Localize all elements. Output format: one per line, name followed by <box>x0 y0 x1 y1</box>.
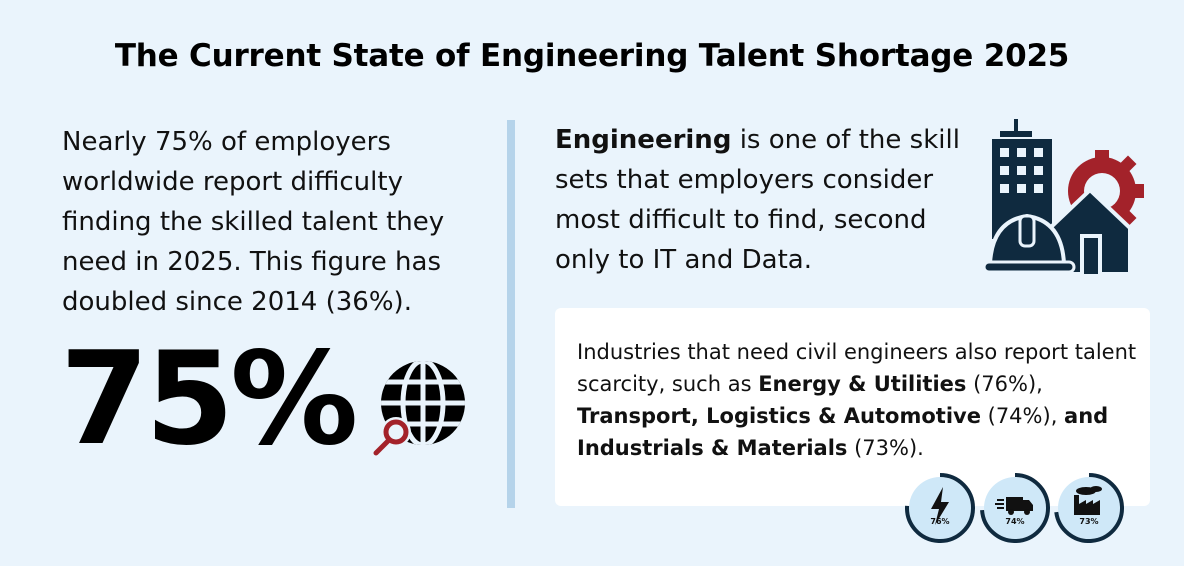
industries-card: Industries that need civil engineers als… <box>555 308 1150 506</box>
industrials-badge: 73% <box>1054 473 1124 543</box>
badge-progress-arc <box>905 473 975 543</box>
page-title: The Current State of Engineering Talent … <box>114 38 1070 74</box>
engineering-text: is one of the skill sets that employers … <box>555 125 960 275</box>
badge-percent: 74% <box>1005 517 1025 526</box>
engineering-bold: Engineering <box>555 125 732 155</box>
globe-search-icon <box>373 361 465 456</box>
badge-percent: 76% <box>930 517 950 526</box>
energy-utilities-bold: Energy & Utilities <box>758 372 967 396</box>
building-gear-hardhat-icon <box>982 119 1144 276</box>
transport-badge: 74% <box>980 473 1050 543</box>
engineering-paragraph: Engineering is one of the skill sets tha… <box>555 120 975 280</box>
transport-bold: Transport, Logistics & Automotive <box>577 404 981 428</box>
big-stat: 75% <box>60 325 358 474</box>
card-text: (73%). <box>847 436 924 460</box>
industrials-bold: and Industrials & Materials <box>577 404 1109 460</box>
employer-difficulty-paragraph: Nearly 75% of employers worldwide report… <box>62 127 445 317</box>
card-text: (74%), <box>980 404 1065 428</box>
badge-percent: 73% <box>1079 517 1099 526</box>
badge-progress-arc <box>1054 473 1124 543</box>
column-divider <box>507 120 515 508</box>
card-text: (76%), <box>966 372 1043 396</box>
energy-badge: 76% <box>905 473 975 543</box>
factory-icon <box>1074 486 1102 515</box>
truck-icon <box>995 497 1033 515</box>
lightning-icon <box>931 487 949 525</box>
card-text: Industries that need civil engineers als… <box>577 340 1137 396</box>
badge-progress-arc <box>980 473 1050 543</box>
industries-paragraph: Industries that need civil engineers als… <box>577 336 1137 464</box>
